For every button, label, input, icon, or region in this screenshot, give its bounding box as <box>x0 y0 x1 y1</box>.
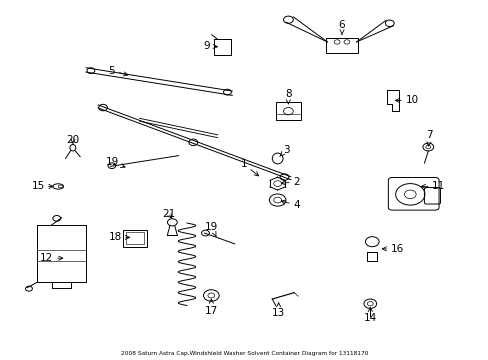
Text: 1: 1 <box>240 159 258 176</box>
Text: 19: 19 <box>204 222 218 236</box>
Text: 5: 5 <box>108 66 127 76</box>
Text: 17: 17 <box>204 299 218 315</box>
Text: 3: 3 <box>279 144 289 157</box>
Text: 10: 10 <box>395 95 418 105</box>
Text: 6: 6 <box>338 20 345 34</box>
Text: 4: 4 <box>281 200 299 210</box>
Text: 21: 21 <box>162 209 175 219</box>
Text: 7: 7 <box>426 130 432 146</box>
Text: 12: 12 <box>40 253 62 263</box>
Text: 15: 15 <box>31 181 53 192</box>
Text: 9: 9 <box>203 41 217 50</box>
Text: 19: 19 <box>105 157 125 167</box>
Text: 16: 16 <box>382 244 403 254</box>
Text: 2: 2 <box>281 177 299 187</box>
Text: 18: 18 <box>108 232 129 242</box>
Text: 11: 11 <box>421 181 445 192</box>
Text: 14: 14 <box>363 307 376 323</box>
Text: 13: 13 <box>271 303 285 318</box>
Text: 8: 8 <box>285 89 291 104</box>
Text: 20: 20 <box>66 135 79 145</box>
Text: 2008 Saturn Astra Cap,Windshield Washer Solvent Container Diagram for 13118170: 2008 Saturn Astra Cap,Windshield Washer … <box>121 351 367 356</box>
